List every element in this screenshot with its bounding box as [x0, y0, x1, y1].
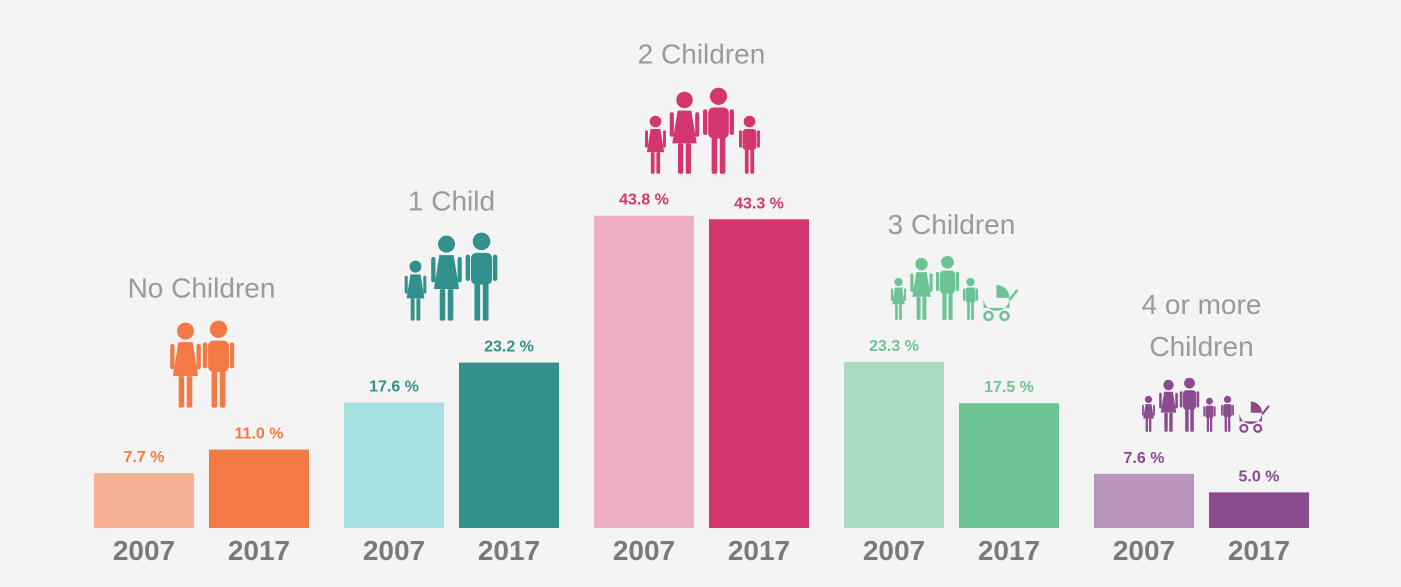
year-label: 2007: [363, 535, 425, 566]
year-label: 2007: [613, 535, 675, 566]
value-label: 11.0 %: [235, 426, 284, 443]
value-label: 17.5 %: [984, 379, 1034, 396]
value-label: 43.3 %: [734, 195, 784, 212]
year-label: 2007: [1113, 535, 1175, 566]
bar-2007: [844, 361, 944, 528]
bar-group-1: 17.6 % 2007 23.2 % 2017 1 Child: [344, 186, 559, 566]
value-label: 23.3 %: [869, 338, 919, 355]
bar-2017: [1209, 492, 1309, 528]
bar-2017: [459, 362, 559, 528]
year-label: 2017: [228, 535, 290, 566]
family-one-child-icon: [404, 232, 498, 321]
family-four-children-stroller-icon: [1142, 377, 1270, 433]
value-label: 23.2 %: [484, 339, 534, 356]
family-two-children-icon: [645, 87, 760, 174]
bar-2007: [94, 473, 194, 528]
value-label: 7.7 %: [124, 449, 165, 466]
year-label: 2017: [478, 535, 540, 566]
value-label: 43.8 %: [619, 192, 669, 209]
couple-icon: [170, 320, 235, 408]
family-three-children-stroller-icon: [890, 255, 1019, 322]
bar-2007: [1094, 473, 1194, 528]
group-title: 1 Child: [408, 186, 495, 217]
year-label: 2017: [978, 535, 1040, 566]
bar-2007: [344, 402, 444, 528]
year-label: 2007: [113, 535, 175, 566]
value-label: 7.6 %: [1124, 450, 1165, 467]
bar-group-4: 7.6 % 2007 5.0 % 2017 4 or more Children: [1094, 289, 1309, 566]
value-label: 17.6 %: [369, 379, 419, 396]
year-label: 2017: [1228, 535, 1290, 566]
year-label: 2007: [863, 535, 925, 566]
bar-2017: [959, 403, 1059, 528]
bar-2007: [594, 215, 694, 528]
bar-group-2: 43.8 % 2007 43.3 % 2017 2 Children: [594, 39, 809, 566]
bar-2017: [209, 449, 309, 528]
group-title: 3 Children: [888, 209, 1016, 240]
year-label: 2017: [728, 535, 790, 566]
bar-group-3: 23.3 % 2007 17.5 % 2017 3 Children: [844, 209, 1059, 566]
group-title: No Children: [128, 273, 276, 304]
group-title: 2 Children: [638, 39, 766, 70]
bar-2017: [709, 219, 809, 528]
value-label: 5.0 %: [1239, 468, 1280, 485]
group-title: 4 or more: [1142, 289, 1262, 320]
bar-group-0: 7.7 % 2007 11.0 % 2017 No Children: [94, 273, 309, 566]
group-title: Children: [1149, 331, 1253, 362]
